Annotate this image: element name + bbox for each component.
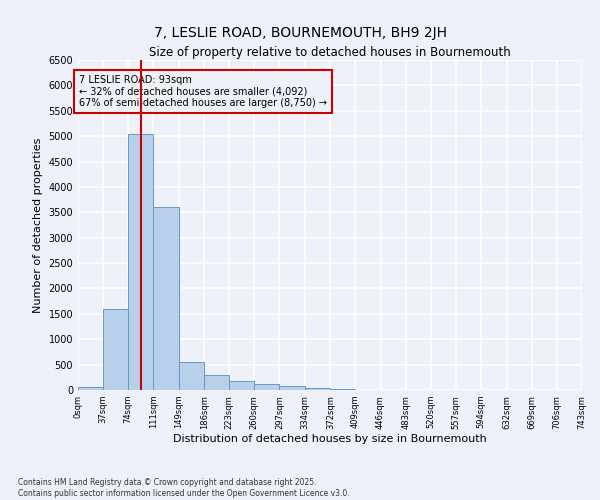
Text: Contains HM Land Registry data © Crown copyright and database right 2025.
Contai: Contains HM Land Registry data © Crown c… bbox=[18, 478, 350, 498]
Bar bbox=[128, 134, 153, 390]
Text: 7 LESLIE ROAD: 93sqm
← 32% of detached houses are smaller (4,092)
67% of semi-de: 7 LESLIE ROAD: 93sqm ← 32% of detached h… bbox=[79, 75, 326, 108]
Bar bbox=[254, 384, 280, 390]
Bar bbox=[179, 362, 204, 390]
Bar bbox=[305, 388, 331, 390]
X-axis label: Distribution of detached houses by size in Bournemouth: Distribution of detached houses by size … bbox=[173, 434, 487, 444]
Bar bbox=[280, 386, 305, 390]
Bar bbox=[153, 207, 179, 390]
Bar bbox=[103, 309, 128, 390]
Text: 7, LESLIE ROAD, BOURNEMOUTH, BH9 2JH: 7, LESLIE ROAD, BOURNEMOUTH, BH9 2JH bbox=[154, 26, 446, 40]
Bar bbox=[204, 375, 229, 390]
Title: Size of property relative to detached houses in Bournemouth: Size of property relative to detached ho… bbox=[149, 46, 511, 59]
Y-axis label: Number of detached properties: Number of detached properties bbox=[33, 138, 43, 312]
Bar bbox=[229, 381, 254, 390]
Bar bbox=[78, 387, 103, 390]
